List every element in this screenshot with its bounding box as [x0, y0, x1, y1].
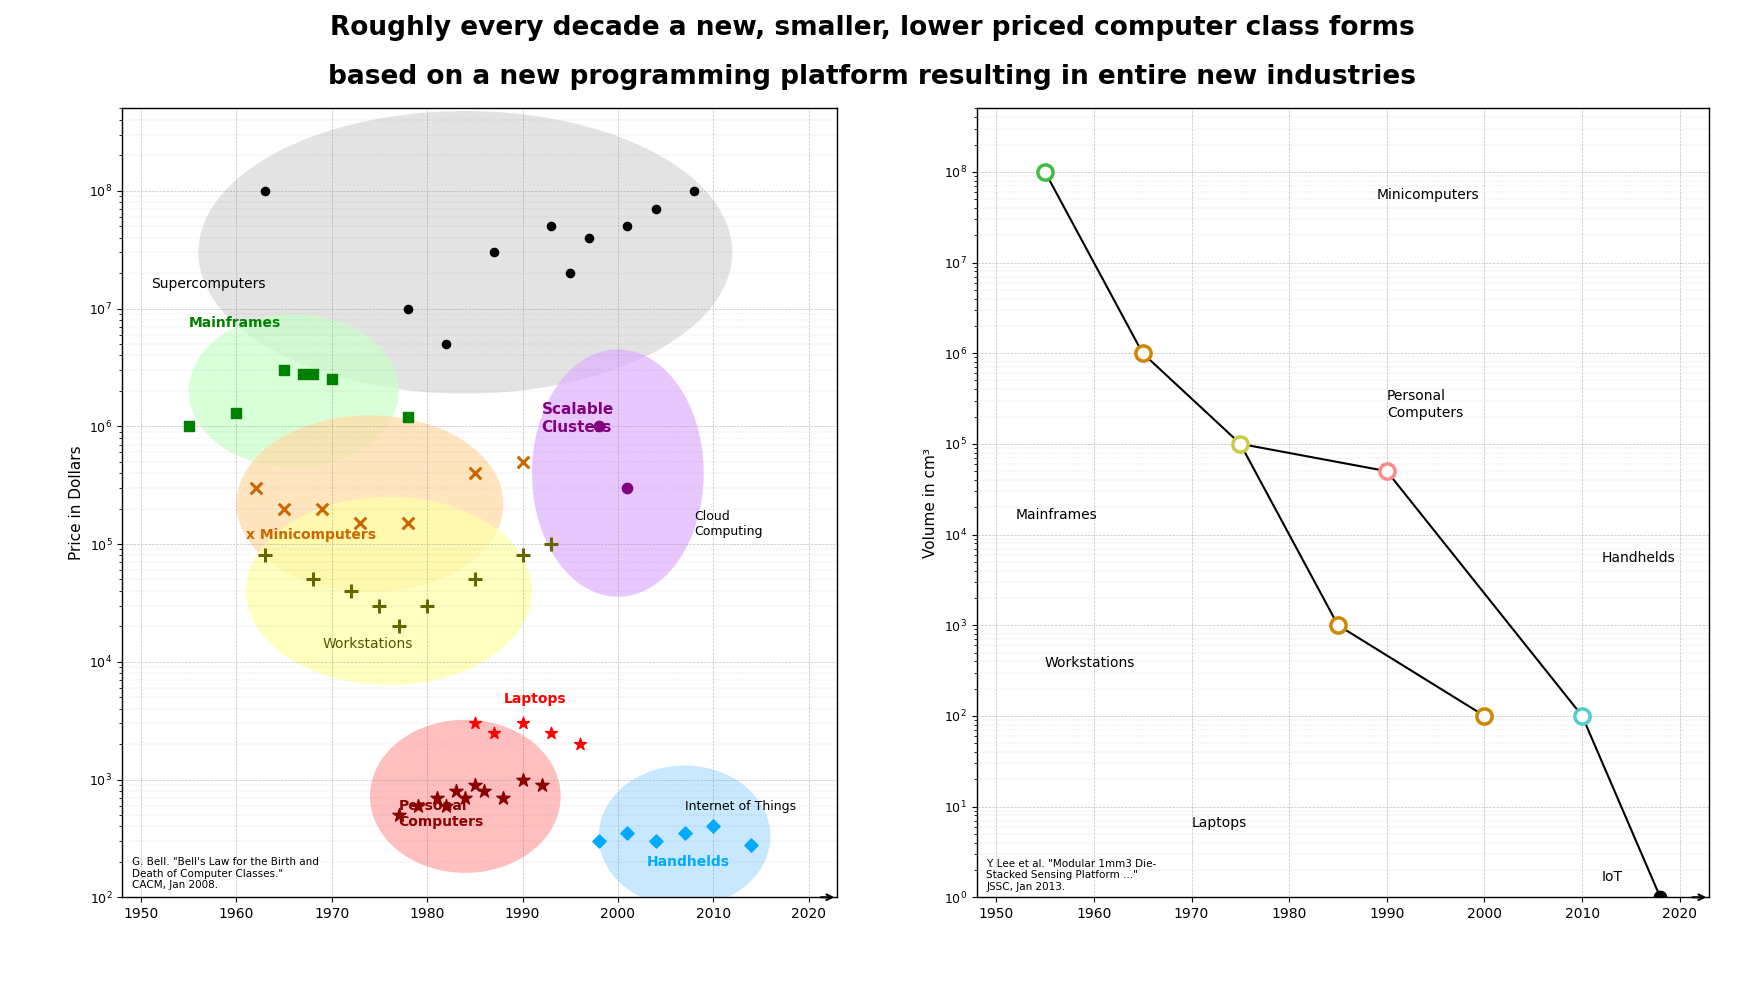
Point — [270, 501, 298, 517]
Point — [537, 725, 565, 740]
Point — [1324, 617, 1352, 633]
Point — [537, 536, 565, 552]
Point — [680, 182, 708, 198]
Y-axis label: Volume in cm³: Volume in cm³ — [923, 448, 938, 558]
Point — [556, 265, 584, 281]
Text: Laptops: Laptops — [1191, 815, 1247, 829]
Point — [576, 230, 603, 246]
Text: Handhelds: Handhelds — [1601, 551, 1676, 565]
Text: x Minicomputers: x Minicomputers — [246, 528, 377, 542]
Point — [642, 201, 670, 217]
Point — [537, 218, 565, 234]
Text: Mainframes: Mainframes — [1015, 508, 1097, 522]
Point — [471, 783, 499, 799]
Point — [509, 772, 537, 788]
Point — [1568, 708, 1596, 724]
Point — [290, 366, 317, 382]
Point — [614, 480, 642, 496]
Point — [298, 366, 326, 382]
Polygon shape — [598, 765, 771, 907]
Point — [403, 798, 431, 813]
Point — [270, 362, 298, 378]
Point — [584, 833, 612, 849]
Point — [1373, 463, 1400, 479]
Point — [460, 716, 488, 732]
Point — [480, 245, 508, 260]
Text: Mainframes: Mainframes — [188, 316, 281, 329]
Point — [614, 218, 642, 234]
Point — [671, 825, 699, 841]
Point — [309, 501, 337, 517]
Polygon shape — [246, 497, 532, 685]
Point — [509, 716, 537, 732]
Point — [509, 547, 537, 563]
Text: based on a new programming platform resulting in entire new industries: based on a new programming platform resu… — [328, 64, 1416, 90]
Y-axis label: Price in Dollars: Price in Dollars — [68, 446, 84, 560]
Point — [394, 301, 422, 317]
Point — [699, 818, 727, 834]
Point — [298, 572, 326, 588]
Text: Cloud
Computing: Cloud Computing — [694, 510, 762, 537]
Point — [394, 409, 422, 425]
Point — [433, 336, 460, 352]
Point — [1031, 164, 1059, 179]
Point — [433, 798, 460, 813]
Polygon shape — [237, 415, 504, 592]
Text: Y. Lee et al. "Modular 1mm3 Die-
Stacked Sensing Platform ..."
JSSC, Jan 2013.: Y. Lee et al. "Modular 1mm3 Die- Stacked… — [987, 859, 1156, 891]
Point — [614, 825, 642, 841]
Text: Workstations: Workstations — [323, 637, 413, 652]
Point — [366, 598, 394, 613]
Text: Workstations: Workstations — [1045, 656, 1135, 669]
Point — [422, 790, 450, 806]
Text: Supercomputers: Supercomputers — [150, 277, 265, 291]
Point — [480, 725, 508, 740]
Text: Handhelds: Handhelds — [647, 855, 729, 869]
Point — [394, 516, 422, 531]
Point — [317, 372, 345, 387]
Point — [1128, 345, 1156, 361]
Point — [452, 790, 480, 806]
Point — [460, 465, 488, 481]
Point — [1226, 436, 1254, 452]
Point — [460, 777, 488, 793]
Point — [642, 833, 670, 849]
Polygon shape — [188, 315, 399, 467]
Point — [490, 790, 518, 806]
Point — [1646, 889, 1674, 905]
Point — [347, 516, 375, 531]
Text: Laptops: Laptops — [504, 691, 567, 706]
Point — [174, 418, 202, 434]
Text: IoT: IoT — [1601, 871, 1622, 884]
Point — [1470, 708, 1498, 724]
Point — [509, 454, 537, 469]
Point — [251, 547, 279, 563]
Text: Personal
Computers: Personal Computers — [399, 800, 483, 829]
Text: Roughly every decade a new, smaller, lower priced computer class forms: Roughly every decade a new, smaller, low… — [330, 15, 1414, 40]
Point — [242, 480, 270, 496]
Point — [584, 418, 612, 434]
Point — [460, 572, 488, 588]
Point — [413, 598, 441, 613]
Point — [738, 837, 766, 853]
Point — [528, 777, 556, 793]
Point — [251, 182, 279, 198]
Polygon shape — [199, 111, 732, 393]
Text: Minicomputers: Minicomputers — [1378, 188, 1479, 202]
Point — [385, 618, 413, 634]
Point — [223, 405, 251, 421]
Text: Personal
Computers: Personal Computers — [1386, 389, 1463, 420]
Point — [441, 783, 469, 799]
Polygon shape — [532, 349, 703, 597]
Text: G. Bell. "Bell's Law for the Birth and
Death of Computer Classes."
CACM, Jan 200: G. Bell. "Bell's Law for the Birth and D… — [131, 857, 319, 890]
Polygon shape — [370, 720, 560, 873]
Text: Scalable
Clusters: Scalable Clusters — [542, 402, 614, 435]
Point — [337, 583, 364, 599]
Point — [385, 808, 413, 823]
Point — [565, 737, 593, 752]
Text: Internet of Things: Internet of Things — [685, 800, 795, 813]
